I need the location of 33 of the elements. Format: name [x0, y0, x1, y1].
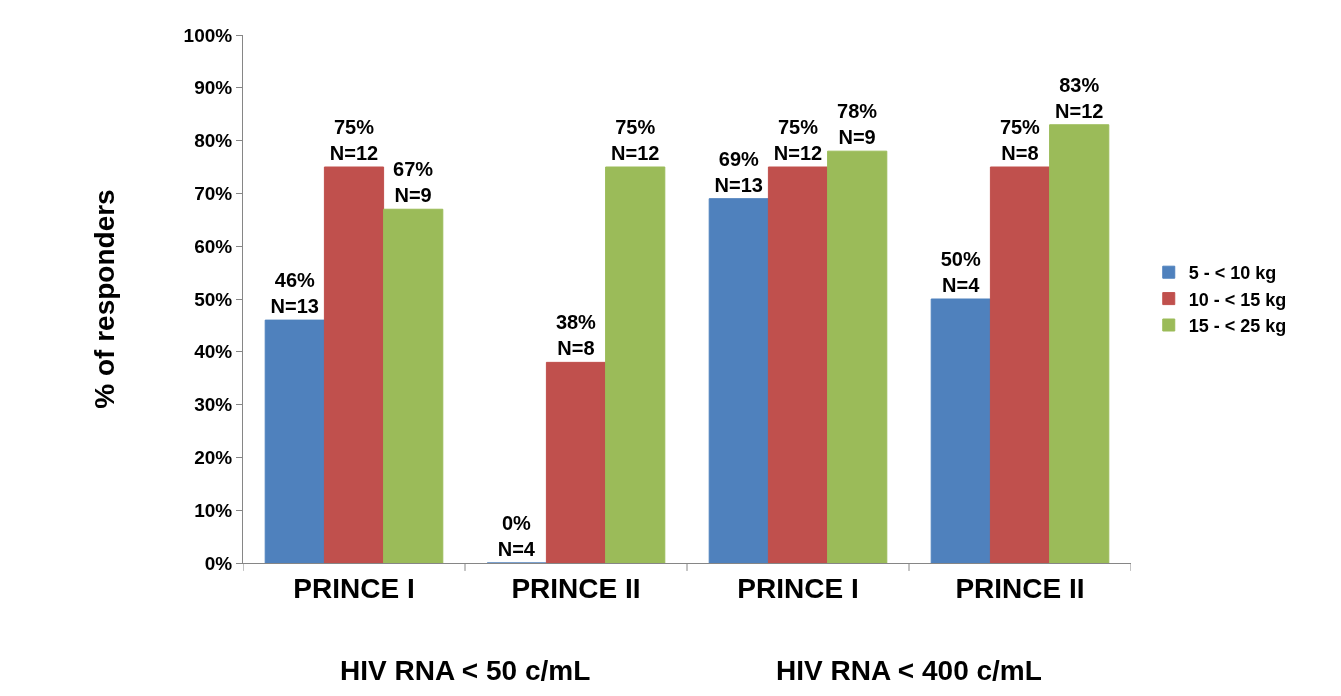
y-tick-label: 30% — [194, 394, 233, 416]
y-tick-label: 80% — [194, 130, 233, 152]
y-tick-label: 70% — [194, 183, 233, 205]
legend-label: 5 - < 10 kg — [1188, 263, 1277, 284]
data-label: 50% N=4 — [940, 248, 981, 296]
y-tick-label: 90% — [194, 77, 233, 99]
x-tick-label: PRINCE II — [511, 572, 641, 604]
data-label: 75% N=12 — [611, 116, 660, 164]
x-tick-label: PRINCE I — [293, 572, 415, 604]
y-tick-label: 20% — [194, 447, 233, 469]
data-label: 69% N=13 — [714, 147, 763, 196]
x-tick-label: PRINCE II — [955, 572, 1085, 604]
data-label: 75% N=12 — [329, 116, 379, 164]
y-tick-label: 10% — [194, 499, 233, 521]
y-tick-label: 0% — [204, 552, 233, 574]
y-tick-label: 40% — [194, 341, 233, 363]
legend-label: 10 - < 15 kg — [1188, 289, 1287, 310]
data-label: 46% N=13 — [270, 269, 319, 318]
data-label: 75% N=12 — [773, 116, 823, 164]
data-label: 67% N=9 — [393, 158, 434, 207]
data-label: 38% N=8 — [555, 311, 597, 360]
data-label: 75% N=8 — [999, 116, 1041, 164]
y-axis-title: % of responders — [89, 189, 121, 409]
y-tick-label: 50% — [194, 288, 233, 310]
data-label: 78% N=9 — [837, 100, 878, 149]
text: HIV RNA < 50 c/mL — [340, 655, 591, 686]
legend-label: 15 - < 25 kg — [1188, 316, 1287, 337]
data-label: 83% N=12 — [1055, 73, 1104, 122]
y-tick-label: 60% — [194, 235, 233, 257]
x-tick-label: PRINCE I — [737, 572, 859, 604]
y-tick-label: 100% — [183, 24, 233, 46]
data-label: 0% N=4 — [497, 512, 536, 560]
text: HIV RNA < 400 c/mL — [776, 655, 1042, 686]
